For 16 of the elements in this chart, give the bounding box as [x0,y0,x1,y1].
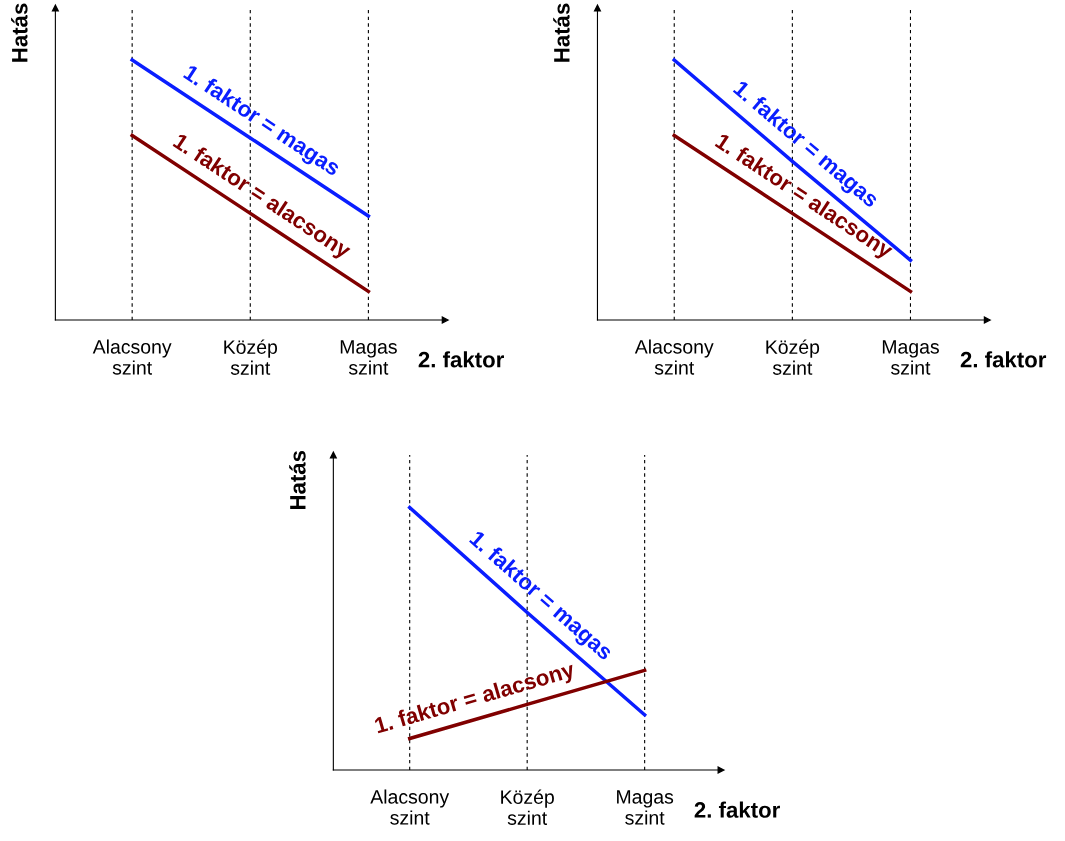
x-tick-label: Közép szint [224,339,278,375]
x-tick-label: Alacsony szint [92,339,172,375]
y-axis-title: Hatás [289,450,306,510]
x-tick-label: Alacsony szint [370,789,450,825]
text: 1. faktor = alacsony [373,660,577,738]
y-axis-title: Hatás [553,3,570,62]
x-tick-label: Alacsony szint [634,339,714,375]
y-axis-title: Hatás [11,3,28,62]
x-axis-title: 2. faktor [418,351,504,368]
x-tick-label: Magas szint [340,340,397,375]
x-tick-label: Közép szint [766,339,820,375]
x-tick-label: Magas szint [882,340,939,375]
x-axis-title: 2. faktor [960,351,1047,368]
x-tick-label: Magas szint [617,790,674,825]
x-axis-title: 2. faktor [694,801,780,818]
x-tick-label: Közép szint [501,789,554,825]
